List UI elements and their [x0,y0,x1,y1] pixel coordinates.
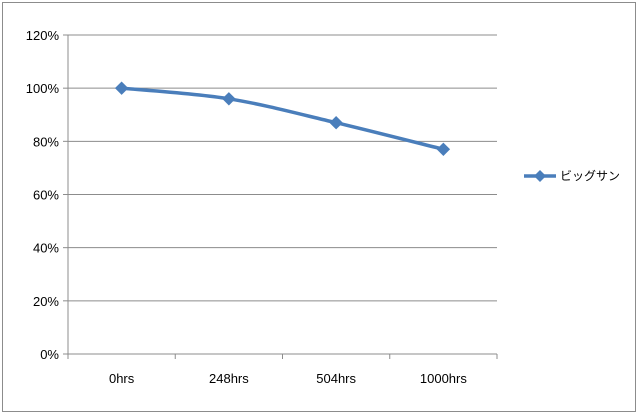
axes [63,34,498,359]
y-tick-label: 100% [26,81,60,96]
data-point-marker [222,92,236,106]
y-tick-label: 0% [40,347,59,362]
data-point-marker [436,142,451,157]
y-tick-labels: 0% 20% 40% 60% 80% 100% 120% [26,28,60,362]
x-tick-label: 1000hrs [420,371,467,386]
chart-frame [2,2,636,412]
legend-label: ビッグサン [560,169,620,183]
x-tick-label: 504hrs [316,371,356,386]
series-line [121,86,444,152]
x-tick-label: 0hrs [109,371,135,386]
y-tick-label: 80% [33,134,59,149]
legend: ビッグサン [524,169,620,183]
y-tick-label: 60% [33,188,59,203]
series-group [114,81,451,157]
legend-marker [534,170,546,182]
x-tick-label: 248hrs [209,371,249,386]
y-tick-label: 120% [26,28,60,43]
y-tick-label: 20% [33,294,59,309]
x-tick-labels: 0hrs 248hrs 504hrs 1000hrs [109,371,467,386]
gridlines [68,34,497,302]
y-tick-label: 40% [33,241,59,256]
data-point-marker [114,81,129,95]
data-point-marker [329,116,343,130]
